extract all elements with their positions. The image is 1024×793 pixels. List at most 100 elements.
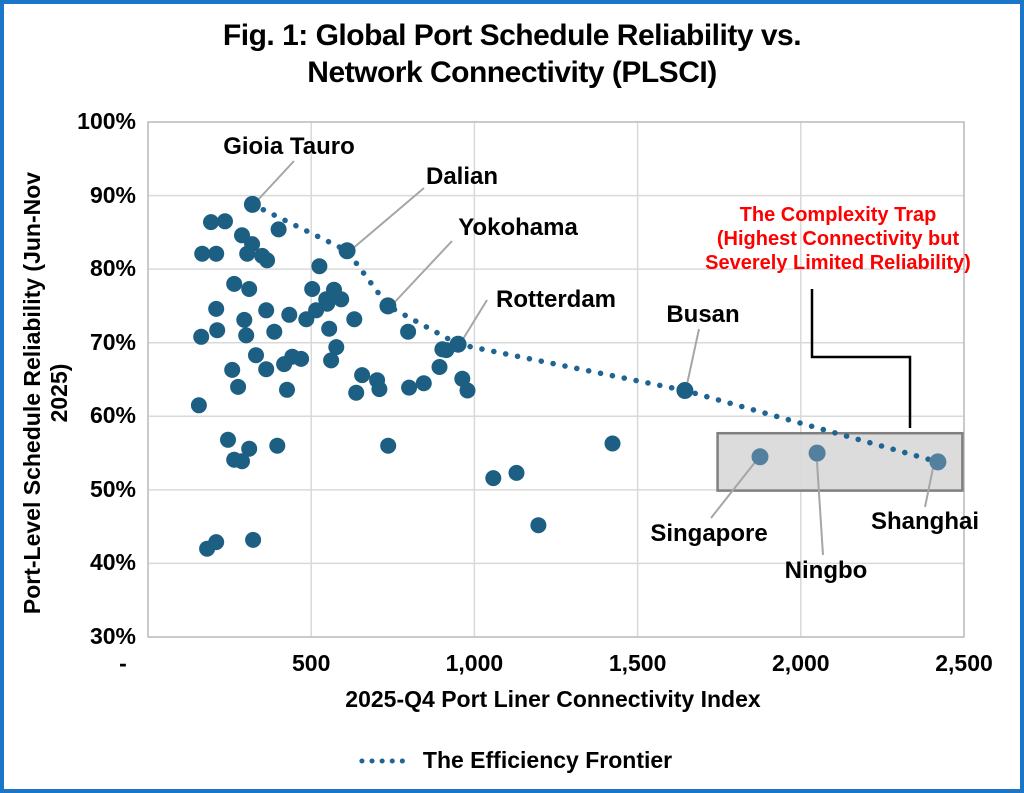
scatter-point — [241, 440, 258, 457]
complexity-trap-note-line-3: Severely Limited Reliability) — [705, 252, 971, 274]
scatter-point — [248, 347, 264, 364]
scatter-point-dalian — [338, 242, 356, 260]
legend-frontier-swatch — [359, 758, 413, 763]
scatter-point — [380, 437, 397, 454]
y-tick-label-40: 40% — [89, 549, 136, 576]
scatter-point — [333, 291, 350, 308]
scatter-point — [258, 302, 275, 319]
scatter-point — [217, 213, 233, 230]
scatter-point — [348, 384, 365, 401]
scatter-point — [238, 327, 255, 344]
scatter-point — [321, 320, 338, 337]
x-tick-label-500: 500 — [292, 650, 331, 676]
scatter-point — [401, 379, 418, 396]
complexity-trap-note: The Complexity Trap (Highest Connectivity… — [705, 203, 971, 275]
x-axis-title: 2025-Q4 Port Liner Connectivity Index — [345, 686, 761, 712]
scatter-point-busan — [676, 382, 694, 399]
scatter-point — [266, 323, 283, 340]
scatter-point — [604, 435, 621, 452]
scatter-point — [279, 381, 295, 398]
scatter-point — [258, 361, 275, 378]
leader-line-gioia-tauro — [255, 160, 295, 203]
scatter-point — [245, 531, 262, 548]
port-label-singapore: Singapore — [650, 520, 768, 547]
scatter-point — [208, 534, 225, 551]
scatter-point — [230, 378, 247, 395]
scatter-point-singapore — [751, 448, 769, 466]
y-tick-label-60: 60% — [89, 402, 136, 429]
scatter-point — [226, 275, 243, 292]
port-label-busan: Busan — [666, 301, 740, 328]
scatter-point — [270, 221, 287, 238]
x-tick-label-2500: 2,500 — [935, 650, 993, 676]
scatter-point — [459, 382, 476, 399]
scatter-point — [259, 252, 276, 269]
scatter-point — [485, 470, 502, 487]
scatter-point — [194, 245, 211, 262]
port-label-gioia-tauro: Gioia Tauro — [223, 133, 355, 160]
leader-line-rotterdam — [459, 299, 488, 345]
y-tick-label-50: 50% — [89, 475, 136, 502]
scatter-point — [308, 302, 325, 319]
leader-line-ningbo — [816, 461, 824, 556]
y-tick-label-90: 90% — [89, 181, 136, 208]
chart-title-line-1: Fig. 1: Global Port Schedule Reliability… — [222, 19, 802, 52]
scatter-point — [241, 281, 258, 297]
legend-frontier-label: The Efficiency Frontier — [422, 747, 673, 773]
scatter-point — [208, 300, 225, 317]
scatter-point — [220, 431, 236, 448]
x-tick-label-0: - — [119, 650, 127, 676]
port-label-ningbo: Ningbo — [784, 557, 868, 584]
leader-line-shanghai — [924, 467, 934, 508]
leader-line-yokohama — [391, 240, 453, 306]
scatter-point — [415, 375, 432, 392]
y-tick-label-70: 70% — [89, 328, 136, 355]
port-label-rotterdam: Rotterdam — [495, 286, 617, 313]
complexity-trap-connector — [810, 289, 912, 428]
scatter-point — [346, 311, 363, 328]
y-tick-label-30: 30% — [89, 623, 136, 649]
scatter-point — [239, 245, 256, 262]
complexity-trap-note-line-2: (Highest Connectivity but — [716, 228, 960, 250]
scatter-point — [269, 437, 286, 454]
scatter-point-gioia-tauro — [243, 195, 261, 213]
x-tick-label-1500: 1,500 — [608, 650, 667, 676]
y-tick-label-80: 80% — [89, 255, 136, 282]
scatter-point-shanghai — [929, 453, 947, 471]
scatter-point — [318, 291, 335, 308]
scatter-point — [209, 322, 226, 339]
chart-title-line-2: Network Connectivity (PLSCI) — [307, 56, 717, 89]
scatter-point — [281, 306, 298, 323]
scatter-point — [224, 361, 241, 378]
leader-line-dalian — [350, 187, 425, 251]
scatter-point — [400, 323, 417, 340]
scatter-point — [293, 350, 310, 367]
legend: The Efficiency Frontier — [358, 747, 672, 774]
scatter-point — [304, 281, 321, 297]
scatter-point — [208, 245, 225, 262]
x-tick-label-1000: 1,000 — [445, 650, 504, 676]
complexity-trap-note-line-1: The Complexity Trap — [739, 204, 937, 226]
scatter-point — [236, 311, 253, 328]
scatter-point — [508, 464, 525, 481]
port-label-shanghai: Shanghai — [870, 508, 980, 535]
leader-line-singapore — [710, 460, 757, 519]
port-label-yokohama: Yokohama — [458, 214, 578, 241]
port-label-dalian: Dalian — [425, 163, 499, 190]
plot-area-border — [147, 121, 965, 638]
scatter-point — [193, 328, 210, 345]
scatter-point — [203, 214, 219, 231]
leader-line-busan — [685, 328, 700, 390]
scatter-point — [431, 359, 448, 375]
y-tick-label-100: 100% — [77, 108, 136, 134]
scatter-point — [530, 517, 547, 534]
x-tick-label-2000: 2,000 — [772, 650, 830, 676]
scatter-point — [328, 339, 345, 356]
scatter-point-yokohama — [379, 297, 397, 315]
scatter-point — [190, 397, 207, 414]
scatter-point — [323, 352, 340, 369]
scatter-point-ningbo — [808, 444, 826, 462]
scatter-point — [311, 258, 328, 275]
